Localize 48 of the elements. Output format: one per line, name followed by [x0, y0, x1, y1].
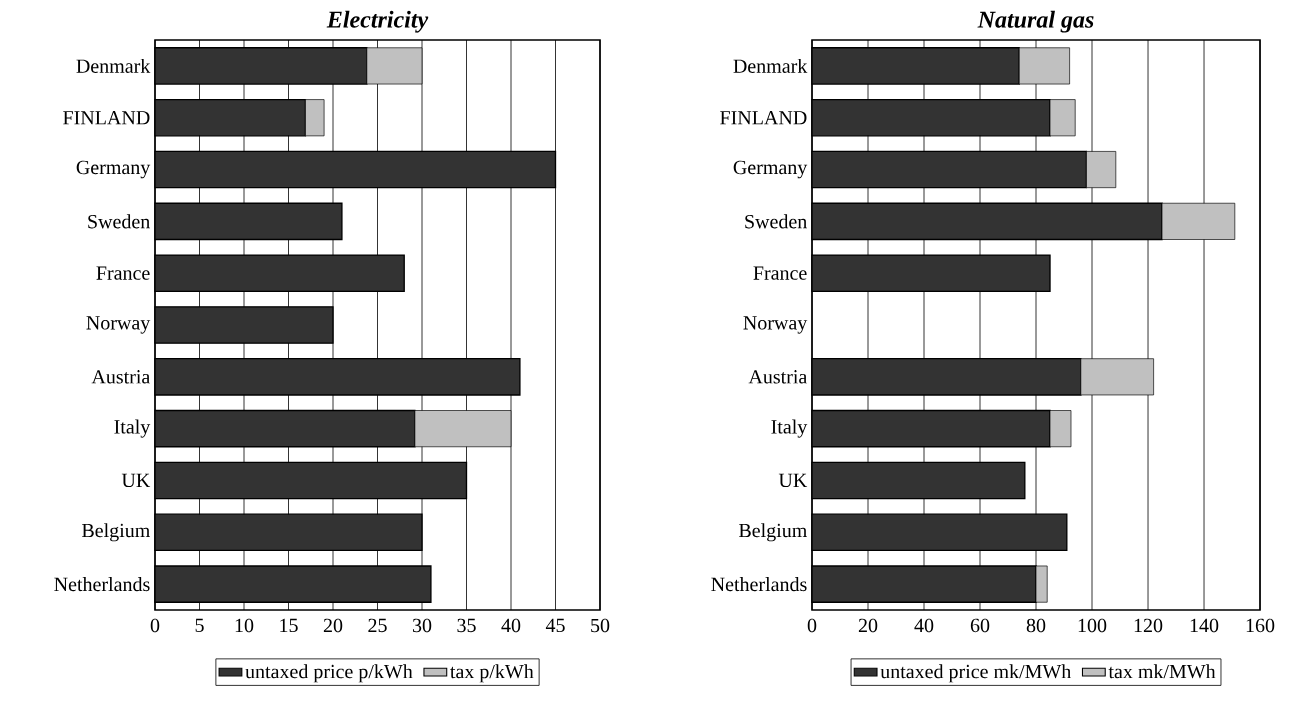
y-tick-label: Denmark — [76, 58, 151, 73]
y-tick-label: UK — [121, 473, 151, 488]
legend-label: tax mk/MWh — [1108, 664, 1216, 679]
legend-label: untaxed price mk/MWh — [880, 664, 1072, 683]
y-tick-label: Sweden — [88, 214, 150, 229]
y-tick-label: Denmark — [733, 58, 808, 73]
x-tick-label: 25 — [368, 618, 387, 633]
x-tick-label: 35 — [457, 618, 476, 633]
chart-title: Electricity — [326, 10, 429, 33]
x-tick-label: 10 — [235, 618, 254, 633]
x-tick-label: 120 — [1134, 618, 1163, 633]
y-tick-label: UK — [778, 473, 808, 488]
x-tick-label: 0 — [150, 618, 160, 633]
y-tick-label: Belgium — [81, 523, 150, 542]
x-tick-label: 140 — [1190, 618, 1219, 633]
y-tick-label: Austria — [91, 370, 151, 384]
x-tick-label: 5 — [195, 618, 204, 632]
x-tick-label: 50 — [591, 618, 610, 633]
y-tick-label: Norway — [743, 316, 808, 334]
x-tick-label: 30 — [412, 618, 432, 633]
y-tick-label: Sweden — [745, 214, 807, 229]
x-tick-label: 100 — [1078, 618, 1107, 633]
x-tick-label: 40 — [501, 618, 521, 633]
y-tick-label: Italy — [114, 419, 151, 438]
x-tick-label: 0 — [807, 618, 817, 633]
x-tick-label: 160 — [1246, 618, 1275, 633]
y-tick-label: France — [96, 266, 150, 280]
y-tick-label: Austria — [748, 370, 808, 384]
y-tick-label: Italy — [771, 419, 808, 438]
y-tick-label: FINLAND — [720, 111, 807, 125]
y-tick-label: Germany — [733, 160, 808, 179]
y-tick-label: Belgium — [739, 523, 807, 542]
y-tick-label: FINLAND — [63, 111, 150, 125]
legend-label: untaxed price p/kWh — [245, 664, 413, 683]
y-tick-label: Norway — [86, 316, 151, 334]
legend-label: tax p/kWh — [450, 664, 534, 683]
x-tick-label: 15 — [280, 618, 298, 633]
chart-title: Natural gas — [977, 10, 1094, 33]
y-tick-label: Germany — [76, 160, 151, 179]
x-tick-label: 20 — [323, 618, 343, 633]
y-tick-label: France — [753, 266, 807, 280]
y-tick-label: Netherlands — [54, 577, 150, 592]
x-tick-label: 45 — [545, 618, 565, 633]
y-tick-label: Netherlands — [711, 577, 807, 592]
x-tick-label: 20 — [858, 618, 878, 633]
x-tick-label: 40 — [914, 618, 934, 633]
x-tick-label: 60 — [970, 618, 990, 633]
x-tick-label: 80 — [1026, 618, 1046, 633]
